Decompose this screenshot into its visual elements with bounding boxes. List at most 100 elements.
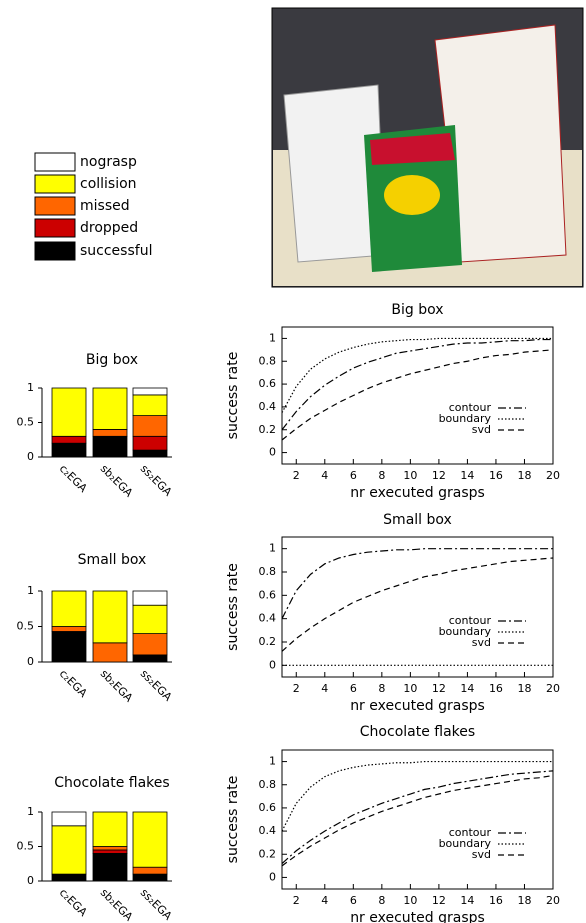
x-tick-label: sb₂EGA <box>98 667 136 705</box>
x-tick-label: 14 <box>460 682 474 695</box>
bar-segment <box>93 436 127 457</box>
legend-swatch <box>35 153 75 171</box>
chart-title: Small box <box>78 552 147 568</box>
plot-frame <box>282 750 553 889</box>
y-tick-label: 0.8 <box>259 565 277 578</box>
legend-swatch <box>35 219 75 237</box>
x-tick-label: sb₂EGA <box>98 462 136 500</box>
bar-segment <box>133 812 167 867</box>
bar-segment <box>93 591 127 643</box>
y-tick-label: 0.2 <box>259 847 277 860</box>
x-tick-label: 4 <box>321 894 328 907</box>
y-tick-label: 1 <box>269 331 276 344</box>
x-tick-label: 6 <box>350 894 357 907</box>
y-tick-label: 0 <box>27 874 34 887</box>
x-tick-label: 12 <box>432 894 446 907</box>
bar-segment <box>133 867 167 874</box>
y-tick-label: 0.6 <box>259 588 277 601</box>
y-tick-label: 0.8 <box>259 778 277 791</box>
x-tick-label: 18 <box>517 682 531 695</box>
y-tick-label: 0 <box>27 450 34 463</box>
x-tick-label: 4 <box>321 469 328 482</box>
y-tick-label: 0.2 <box>259 423 277 436</box>
y-tick-label: 1 <box>27 381 34 394</box>
bar-segment <box>133 874 167 881</box>
line <box>282 771 553 864</box>
figure: nograspcollisionmisseddroppedsuccessfulB… <box>0 0 586 923</box>
x-tick-label: 6 <box>350 682 357 695</box>
x-tick-label: 10 <box>403 894 417 907</box>
bar-segment <box>93 643 127 662</box>
bar-segment <box>52 627 86 632</box>
legend-label: svd <box>472 423 491 436</box>
bar-segment <box>133 591 167 605</box>
bar-segment <box>133 655 167 662</box>
y-tick-label: 0.4 <box>259 612 277 625</box>
bar-segment <box>133 436 167 450</box>
y-tick-label: 0.5 <box>17 416 35 429</box>
bar-segment <box>52 631 86 662</box>
y-tick-label: 1 <box>269 755 276 768</box>
legend-swatch <box>35 242 75 260</box>
y-tick-label: 0.6 <box>259 377 277 390</box>
plot-frame <box>282 327 553 464</box>
x-tick-label: sb₂EGA <box>98 886 136 923</box>
x-tick-label: 20 <box>546 469 560 482</box>
y-axis-label: success rate <box>225 563 241 651</box>
bar-segment <box>52 826 86 874</box>
bar-segment <box>133 605 167 633</box>
x-tick-label: ss₂EGA <box>138 886 175 923</box>
plot-frame <box>282 537 553 677</box>
legend-label: missed <box>80 198 130 214</box>
line <box>282 350 553 440</box>
x-tick-label: 12 <box>432 469 446 482</box>
chart-title: Big box <box>391 302 443 318</box>
y-tick-label: 1 <box>27 584 34 597</box>
x-tick-label: 8 <box>378 894 385 907</box>
y-tick-label: 0 <box>269 446 276 459</box>
x-tick-label: 18 <box>517 469 531 482</box>
x-tick-label: ss₂EGA <box>138 667 175 704</box>
bar-segment <box>133 450 167 457</box>
bar-segment <box>133 634 167 655</box>
y-tick-label: 0.5 <box>17 840 35 853</box>
bar-segment <box>52 812 86 826</box>
legend-label: svd <box>472 848 491 861</box>
legend-swatch <box>35 175 75 193</box>
line <box>282 775 553 865</box>
x-tick-label: 16 <box>489 682 503 695</box>
x-tick-label: 20 <box>546 894 560 907</box>
y-tick-label: 0.4 <box>259 824 277 837</box>
bar-segment <box>133 416 167 437</box>
bar-segment <box>52 388 86 436</box>
x-tick-label: 6 <box>350 469 357 482</box>
x-tick-label: 8 <box>378 682 385 695</box>
line <box>282 549 553 619</box>
bar-segment <box>93 429 127 436</box>
legend-label: nograsp <box>80 154 137 170</box>
legend-label: successful <box>80 243 152 259</box>
bar-segment <box>93 847 127 850</box>
legend-label: collision <box>80 176 137 192</box>
x-tick-label: c₂EGA <box>57 886 90 919</box>
legend-swatch <box>35 197 75 215</box>
y-axis-label: success rate <box>225 352 241 440</box>
x-axis-label: nr executed grasps <box>350 698 485 714</box>
x-tick-label: 8 <box>378 469 385 482</box>
y-tick-label: 0 <box>269 870 276 883</box>
y-tick-label: 0 <box>27 655 34 668</box>
chart-title: Chocolate flakes <box>54 775 169 791</box>
x-tick-label: 2 <box>293 469 300 482</box>
y-tick-label: 1 <box>269 542 276 555</box>
bar-segment <box>93 850 127 853</box>
x-tick-label: 2 <box>293 894 300 907</box>
line <box>282 340 553 430</box>
x-tick-label: 12 <box>432 682 446 695</box>
bar-segment <box>52 436 86 443</box>
bar-segment <box>52 874 86 881</box>
line <box>282 558 553 651</box>
y-axis-label: success rate <box>225 776 241 864</box>
x-tick-label: 16 <box>489 894 503 907</box>
line <box>282 762 553 832</box>
y-tick-label: 0.4 <box>259 400 277 413</box>
